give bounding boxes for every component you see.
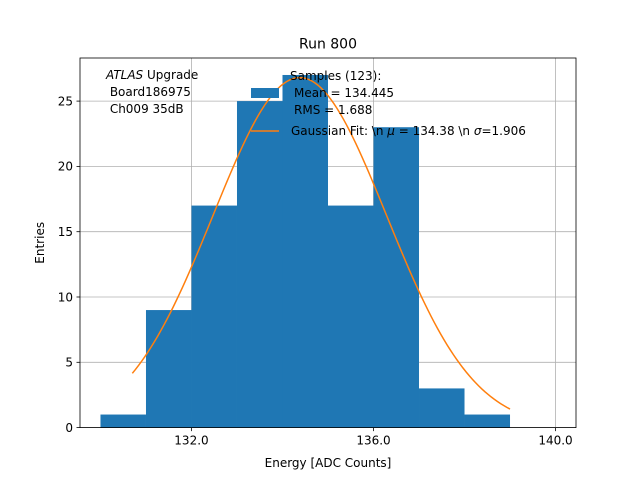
legend-header: Samples (123): — [290, 69, 381, 83]
histogram-bar — [100, 414, 146, 428]
plot-frame — [79, 57, 577, 429]
histogram-bar — [282, 74, 328, 428]
annotation-upgrade: Upgrade — [143, 68, 198, 82]
x-tick-label: 140.0 — [538, 434, 572, 448]
gaussian-fit-curve — [131, 76, 511, 410]
chart-title: Run 800 — [299, 37, 357, 53]
legend-rms: RMS = 1.688 — [294, 103, 372, 117]
y-axis-label: Entries — [33, 222, 47, 264]
histogram-bar — [191, 205, 237, 428]
annotation-board: Board186975 — [106, 85, 191, 99]
histogram-bar — [145, 310, 192, 428]
y-axis-ticks: 0 5 10 15 20 25 — [58, 94, 80, 435]
x-axis-label: Energy [ADC Counts] — [265, 456, 392, 470]
histogram-bar — [464, 414, 511, 428]
y-tick-label: 20 — [58, 160, 73, 174]
histogram-bar — [328, 205, 374, 428]
y-tick-label: 25 — [58, 94, 73, 108]
histogram-bar — [373, 127, 420, 428]
histogram-bar — [236, 101, 283, 428]
histogram-bars — [100, 74, 511, 428]
x-tick-label: 136.0 — [356, 434, 390, 448]
y-tick-label: 10 — [58, 290, 73, 304]
legend: Samples (123): Mean = 134.445 RMS = 1.68… — [251, 69, 526, 138]
legend-fit-label: Gaussian Fit: \n μ = 134.38 \n σ=1.906 — [291, 124, 526, 138]
histogram-bar — [419, 388, 465, 428]
svg-text:ATLAS Upgrade: ATLAS Upgrade — [105, 68, 198, 82]
legend-hist-swatch — [251, 88, 279, 98]
annotation-atlas: ATLAS — [105, 68, 144, 82]
annotation-channel: Ch009 35dB — [106, 102, 184, 116]
x-axis-ticks: 132.0 136.0 140.0 — [174, 427, 573, 448]
x-tick-label: 132.0 — [174, 434, 208, 448]
y-tick-label: 0 — [65, 421, 73, 435]
y-tick-label: 15 — [58, 225, 73, 239]
atlas-annotation: ATLAS Upgrade Board186975 Ch009 35dB — [105, 68, 198, 116]
y-tick-label: 5 — [65, 356, 73, 370]
legend-mean: Mean = 134.445 — [294, 86, 394, 100]
